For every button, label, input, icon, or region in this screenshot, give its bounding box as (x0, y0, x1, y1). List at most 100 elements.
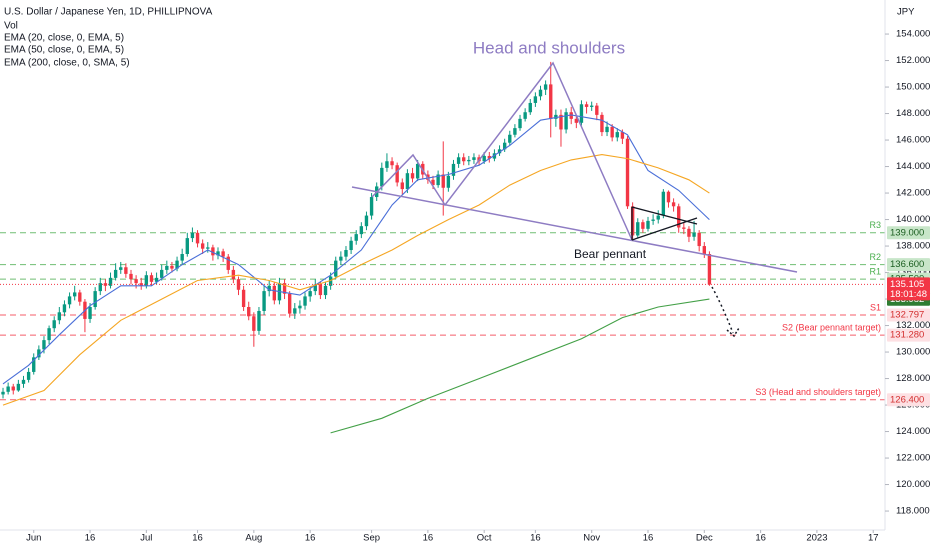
candle-body (579, 104, 584, 123)
legend-entry: EMA (50, close, 0, EMA, 5) (4, 45, 124, 56)
candle-body (554, 114, 558, 119)
indicator-line (2, 154, 710, 406)
candle-body (344, 250, 348, 257)
x-tick-label: Dec (696, 533, 713, 544)
candle-body (42, 340, 46, 350)
candle-body (651, 219, 655, 221)
x-tick-label: 2023 (806, 533, 827, 544)
candle-body (451, 163, 456, 176)
candle-body (88, 307, 92, 319)
candle-body (702, 246, 706, 255)
candle-body (231, 269, 236, 280)
candle-body (185, 238, 189, 255)
y-tick-label: 148.000 (896, 108, 930, 119)
candle-body (129, 273, 133, 280)
y-tick-label: 150.000 (896, 82, 930, 93)
candle-body (497, 149, 502, 154)
level-price-box (887, 308, 930, 322)
candle-body (610, 126, 614, 138)
candle-body (323, 285, 328, 296)
candle-body (380, 167, 384, 187)
level-name: S1 (870, 302, 881, 312)
candle-body (564, 112, 568, 130)
candle-body (16, 383, 21, 391)
candle-body (98, 283, 102, 292)
x-tick-label: Nov (583, 533, 600, 544)
candle-body (415, 163, 420, 179)
x-tick-label: 16 (530, 533, 541, 544)
candle-body (513, 128, 517, 135)
level-price-box (887, 226, 930, 240)
last-price-box (887, 277, 930, 301)
candle-body (595, 105, 599, 115)
candle-body (543, 84, 548, 90)
candle-body (282, 283, 287, 294)
candle-body (216, 251, 220, 256)
candle-body (303, 296, 307, 306)
y-tick-label: 122.000 (896, 453, 930, 464)
candle-body (221, 251, 225, 257)
candle-body (620, 132, 625, 139)
candle-body (252, 316, 256, 331)
candle-body (436, 174, 440, 186)
candle-body (144, 275, 149, 286)
candle-body (195, 232, 200, 244)
candle-body (385, 161, 389, 168)
candle-body (26, 371, 31, 380)
y-tick-label: 140.000 (896, 214, 930, 225)
candle-body (574, 118, 579, 123)
y-tick-label: 124.000 (896, 426, 930, 437)
candle-body (615, 132, 619, 138)
candle-body (52, 320, 56, 329)
y-tick-label: 136.000 (896, 267, 930, 278)
candle-body (395, 165, 399, 183)
candle-body (211, 247, 215, 256)
candle-body (518, 118, 522, 129)
candle-body (165, 265, 169, 270)
pattern-label: Head and shoulders (473, 38, 625, 57)
indicator-line (330, 298, 710, 434)
indicator-line (2, 114, 710, 385)
candle-body (160, 269, 164, 278)
candle-body (334, 260, 338, 277)
candle-body (692, 232, 696, 237)
candle-body (262, 291, 266, 311)
candle-body (134, 279, 138, 284)
x-tick-label: Aug (245, 533, 262, 544)
level-price-label: 136.600 (890, 259, 924, 270)
candle-body (584, 104, 589, 107)
volume-label: Vol (4, 21, 18, 32)
x-tick-label: 16 (755, 533, 766, 544)
candle-body (62, 304, 67, 313)
candle-body (267, 285, 271, 292)
y-tick-label: 144.000 (896, 161, 930, 172)
candle-body (549, 84, 553, 119)
candle-body (78, 292, 82, 302)
candle-body (369, 197, 374, 216)
candle-body (354, 234, 358, 241)
level-price-box (887, 393, 930, 407)
candle-body (313, 284, 317, 292)
x-tick-label: Oct (477, 533, 492, 544)
y-tick-label: 138.000 (896, 241, 930, 252)
candle-body (661, 191, 666, 216)
y-tick-label: 130.000 (896, 347, 930, 358)
candle-body (318, 284, 323, 296)
level-price-box (887, 258, 930, 272)
x-tick-label: 16 (192, 533, 203, 544)
pattern-label: Bear pennant (574, 247, 647, 261)
x-tick-label: Sep (363, 533, 380, 544)
candle-body (257, 310, 261, 331)
level-name: R3 (869, 220, 881, 230)
countdown-label: 18:01:48 (890, 289, 927, 300)
last-price-label: 135.105 (890, 279, 924, 290)
candle-body (456, 157, 461, 164)
candle-body (113, 269, 118, 278)
candle-body (533, 96, 538, 103)
candle-body (462, 157, 466, 162)
y-tick-label: 132.000 (896, 320, 930, 331)
candle-body (359, 226, 364, 235)
candle-body (67, 296, 72, 305)
